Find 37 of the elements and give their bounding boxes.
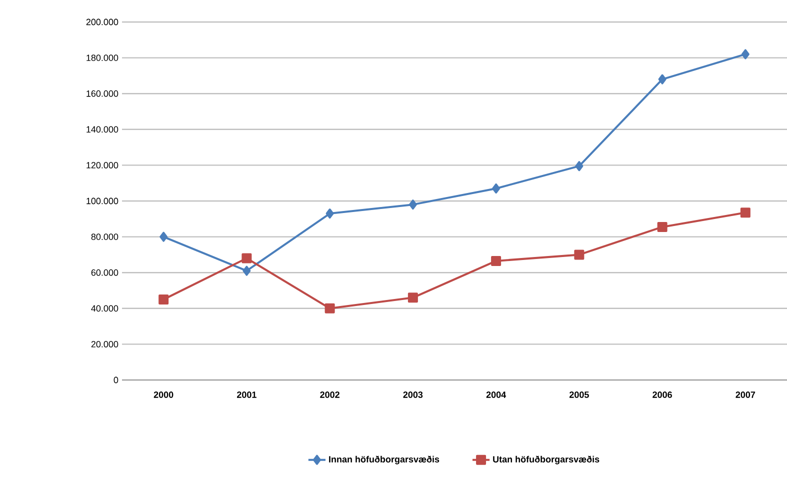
point xyxy=(242,253,252,264)
y-tick-label: 20.000 xyxy=(91,341,118,348)
x-tick-label: 2007 xyxy=(736,392,756,398)
point xyxy=(492,183,500,194)
x-tick-label: 2003 xyxy=(403,392,423,398)
x-tick-label: 2001 xyxy=(236,392,256,398)
y-tick-label: 100.000 xyxy=(86,198,118,204)
y-tick-label: 180.000 xyxy=(86,54,118,61)
point xyxy=(158,294,169,304)
y-tick-label: 160.000 xyxy=(86,90,118,97)
y-tick-label: 40.000 xyxy=(91,305,118,312)
x-tick-label: 2004 xyxy=(486,392,506,398)
y-tick-label: 200.000 xyxy=(86,18,118,26)
x-tick-label: 2002 xyxy=(320,392,340,398)
y-tick-label: 60.000 xyxy=(91,269,118,276)
point xyxy=(324,303,335,314)
y-tick-label: 120.000 xyxy=(86,162,118,168)
point xyxy=(408,200,417,210)
point xyxy=(160,232,168,242)
y-tick-label: 140.000 xyxy=(86,126,118,133)
point xyxy=(658,74,666,84)
legend-label: Utan höfuðborgarsvæðis xyxy=(493,456,600,464)
point xyxy=(326,208,334,219)
point xyxy=(575,161,584,172)
legend-label: Innan höfuðborgarsvæðis xyxy=(329,456,440,464)
point xyxy=(408,292,418,303)
point xyxy=(657,222,668,232)
point xyxy=(491,256,502,266)
y-tick-label: 80.000 xyxy=(91,234,118,240)
point xyxy=(574,250,584,260)
point xyxy=(740,208,750,218)
x-tick-label: 2000 xyxy=(154,392,174,398)
y-tick-label: 0 xyxy=(114,376,118,384)
x-tick-label: 2006 xyxy=(652,392,672,398)
point xyxy=(242,266,251,276)
x-tick-label: 2005 xyxy=(569,392,589,398)
point xyxy=(741,49,750,60)
